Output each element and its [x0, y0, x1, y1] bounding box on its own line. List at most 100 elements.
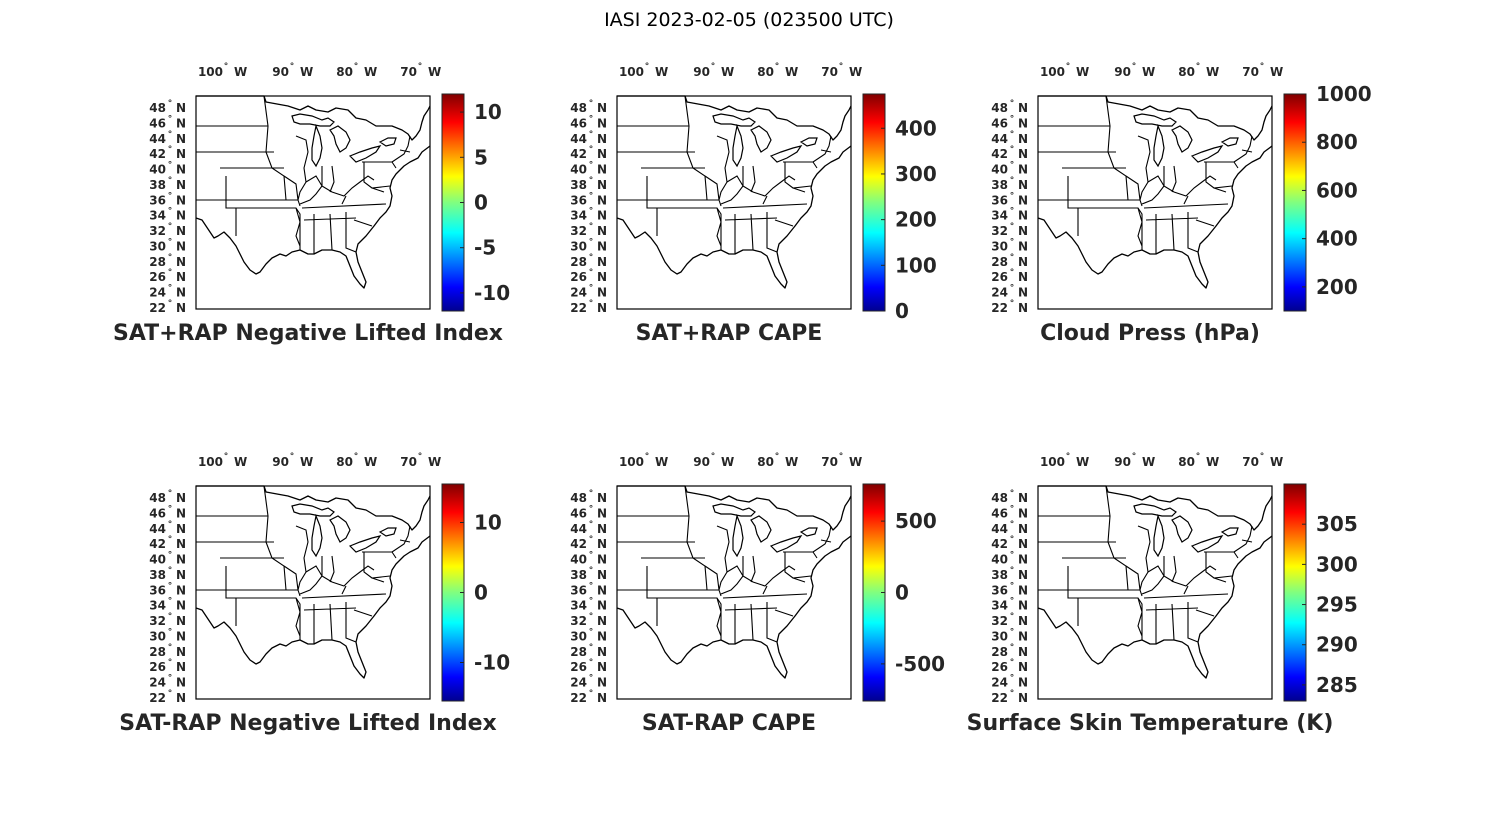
lat-label-hemisphere: N [597, 537, 607, 551]
lon-label-degrees: 80 [757, 65, 774, 79]
lon-label-degrees: 70 [400, 455, 417, 469]
lat-label-hemisphere: N [1018, 239, 1028, 253]
lat-label-hemisphere: N [597, 660, 607, 674]
lat-label-hemisphere: N [176, 660, 186, 674]
degree-symbol: ° [168, 161, 173, 171]
degree-symbol: ° [589, 689, 594, 699]
longitude-labels: 100 ° W 90 ° W 80 ° W 70 ° W [619, 62, 862, 79]
lon-label-hemisphere: W [721, 455, 734, 469]
degree-symbol: ° [168, 597, 173, 607]
lat-label-degrees: 32 [149, 614, 166, 628]
lat-label-degrees: 42 [991, 147, 1008, 161]
degree-symbol: ° [1010, 207, 1015, 217]
degree-symbol: ° [168, 643, 173, 653]
degree-symbol: ° [589, 237, 594, 247]
lat-label-degrees: 28 [991, 255, 1008, 269]
degree-symbol: ° [168, 207, 173, 217]
lat-label-hemisphere: N [1018, 491, 1028, 505]
lat-label-degrees: 30 [149, 239, 166, 253]
degree-symbol: ° [224, 452, 229, 462]
lon-label-hemisphere: W [300, 65, 313, 79]
degree-symbol: ° [1132, 452, 1137, 462]
lon-label-degrees: 80 [757, 455, 774, 469]
degree-symbol: ° [1010, 658, 1015, 668]
lat-label-hemisphere: N [597, 676, 607, 690]
lat-label-degrees: 38 [570, 568, 587, 582]
panel-title: Surface Skin Temperature (K) [967, 711, 1334, 736]
degree-symbol: ° [1010, 161, 1015, 171]
lat-label-degrees: 36 [570, 193, 587, 207]
lon-label-hemisphere: W [234, 65, 247, 79]
lat-label-degrees: 38 [570, 178, 587, 192]
lat-label-hemisphere: N [597, 101, 607, 115]
degree-symbol: ° [1010, 191, 1015, 201]
lat-label-hemisphere: N [597, 147, 607, 161]
degree-symbol: ° [1010, 253, 1015, 263]
degree-symbol: ° [1010, 551, 1015, 561]
lat-label-degrees: 44 [991, 132, 1008, 146]
degree-symbol: ° [1132, 62, 1137, 72]
us-state-map [616, 485, 852, 700]
degree-symbol: ° [1010, 130, 1015, 140]
lat-label-hemisphere: N [597, 286, 607, 300]
lat-label-hemisphere: N [1018, 614, 1028, 628]
degree-symbol: ° [1010, 99, 1015, 109]
lat-label-degrees: 28 [570, 255, 587, 269]
colorbar-tick-label: 300 [895, 162, 937, 186]
degree-symbol: ° [589, 489, 594, 499]
colorbar-gradient [1283, 93, 1307, 312]
colorbar-tick-label: 800 [1316, 130, 1358, 154]
lon-label-degrees: 80 [1178, 455, 1195, 469]
lat-label-degrees: 42 [991, 537, 1008, 551]
lat-label-degrees: 26 [991, 270, 1008, 284]
lon-label-hemisphere: W [1270, 65, 1283, 79]
lat-label-degrees: 30 [570, 239, 587, 253]
degree-symbol: ° [418, 62, 423, 72]
lat-label-degrees: 46 [991, 116, 1008, 130]
lat-label-degrees: 36 [991, 193, 1008, 207]
panel-cloud-press: 100 ° W 90 ° W 80 ° W 70 ° W48 ° N46 ° N44 ° N42 ° N40 ° N38 °… [991, 62, 1371, 346]
panel-title: SAT-RAP Negative Lifted Index [119, 711, 496, 736]
degree-symbol: ° [589, 176, 594, 186]
lat-label-degrees: 42 [149, 537, 166, 551]
degree-symbol: ° [589, 145, 594, 155]
lat-label-degrees: 38 [991, 568, 1008, 582]
latitude-labels: 48 ° N46 ° N44 ° N42 ° N40 ° N38 ° N36 ° N34 ° N32 ° N30 ° N… [570, 99, 607, 315]
lat-label-hemisphere: N [597, 583, 607, 597]
colorbar-tick-label: 290 [1316, 633, 1358, 657]
lat-label-degrees: 22 [991, 691, 1008, 705]
lat-label-hemisphere: N [597, 239, 607, 253]
lat-label-hemisphere: N [597, 553, 607, 567]
degree-symbol: ° [589, 130, 594, 140]
lat-label-hemisphere: N [176, 301, 186, 315]
degree-symbol: ° [1066, 452, 1071, 462]
lon-label-degrees: 100 [1040, 455, 1065, 469]
lat-label-hemisphere: N [597, 614, 607, 628]
degree-symbol: ° [168, 504, 173, 514]
lat-label-degrees: 32 [570, 614, 587, 628]
panel-sat-minus-rap-cape: 100 ° W 90 ° W 80 ° W 70 ° W48 ° N46 ° N44 ° N42 ° N40 ° N38 °… [570, 452, 945, 736]
lat-label-degrees: 26 [991, 660, 1008, 674]
colorbar-tick-label: 300 [1316, 552, 1358, 576]
lat-label-hemisphere: N [1018, 583, 1028, 597]
lat-label-degrees: 22 [991, 301, 1008, 315]
degree-symbol: ° [589, 597, 594, 607]
degree-symbol: ° [168, 674, 173, 684]
degree-symbol: ° [168, 581, 173, 591]
lon-label-degrees: 80 [336, 65, 353, 79]
lat-label-hemisphere: N [597, 178, 607, 192]
lat-label-hemisphere: N [597, 491, 607, 505]
degree-symbol: ° [168, 191, 173, 201]
panel-sat-rap-cape: 100 ° W 90 ° W 80 ° W 70 ° W48 ° N46 ° N44 ° N42 ° N40 ° N38 °… [570, 62, 936, 346]
lat-label-degrees: 30 [991, 629, 1008, 643]
lat-label-hemisphere: N [1018, 147, 1028, 161]
degree-symbol: ° [589, 535, 594, 545]
lon-label-hemisphere: W [1076, 65, 1089, 79]
lon-label-hemisphere: W [1142, 455, 1155, 469]
lat-label-degrees: 48 [149, 491, 166, 505]
us-state-map [1037, 485, 1273, 700]
longitude-labels: 100 ° W 90 ° W 80 ° W 70 ° W [619, 452, 862, 469]
lat-label-degrees: 36 [991, 583, 1008, 597]
lat-label-degrees: 42 [570, 147, 587, 161]
